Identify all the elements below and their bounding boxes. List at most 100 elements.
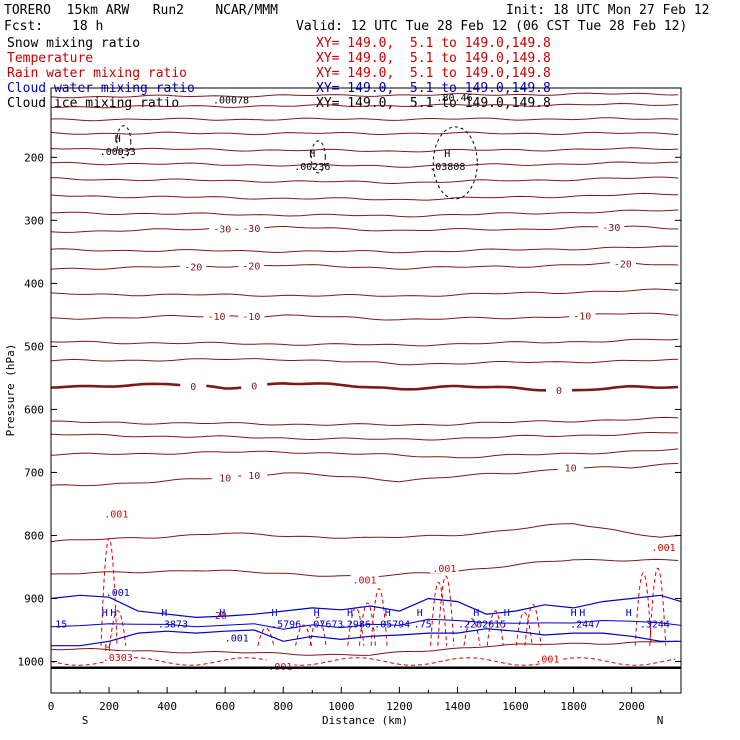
rain-contour [437, 575, 455, 646]
rain-contour [358, 602, 376, 646]
y-tick-label: 700 [24, 466, 44, 479]
cloud-water-label: .3244 [640, 620, 670, 631]
cloud-water-label: .07673 [307, 620, 343, 631]
y-tick-label: 900 [24, 592, 44, 605]
rain-label-bg [649, 540, 678, 552]
x-end-label-left: S [82, 714, 89, 727]
isotherm-label-bg [546, 383, 573, 396]
rain-label-bg [533, 652, 562, 664]
isotherm-label: 10 [219, 473, 231, 484]
y-tick-label: 1000 [18, 655, 45, 668]
isotherm-label-bg [609, 257, 636, 270]
ice-layer: H .00933 H .00236 H .03808 .00078 .80.46 [100, 93, 478, 200]
rain-label: .001 [432, 564, 456, 575]
x-tick-label: 200 [99, 700, 119, 713]
y-tick-label: 400 [24, 277, 44, 290]
isotherm-label-bg [180, 379, 207, 392]
isotherm-line [50, 147, 679, 153]
x-tick-label: 400 [157, 700, 177, 713]
y-tick-label: 600 [24, 403, 44, 416]
rain-contour [524, 604, 542, 646]
isotherm-label-bg [238, 309, 265, 322]
isotherm-label: -10 [242, 312, 260, 323]
rain-contour [309, 616, 327, 646]
cloud-water-label: .2202615 [458, 620, 506, 631]
cloud-water-max-marker: H [110, 608, 116, 619]
rain-contour [634, 572, 652, 646]
cloud-water-max-marker: H [579, 608, 585, 619]
legend-temp-name: Temperature [7, 51, 94, 66]
isotherm-label-bg [238, 259, 265, 272]
rain-contour [649, 568, 667, 646]
isotherm-label-bg [180, 260, 207, 273]
isotherm-label: 0 [556, 386, 562, 397]
cloud-water-max-marker: H [314, 608, 320, 619]
isotherm-line [50, 209, 679, 218]
isotherm-label: 0 [190, 382, 196, 393]
legend-temp-range: XY= 149.0, 5.1 to 149.0,149.8 [316, 51, 551, 66]
isotherm-line-labeled [50, 463, 679, 487]
header-model: TORERO 15km ARW Run2 NCAR/MMM [4, 3, 278, 18]
header-init: Init: 18 UTC Mon 27 Feb 12 [506, 3, 710, 18]
x-tick-label: 0 [48, 700, 55, 713]
y-axis-label: Pressure (hPa) [4, 344, 17, 437]
isotherm-line [50, 92, 679, 99]
rain-label-bg [350, 573, 379, 585]
cloud-water-max-marker: H [504, 608, 510, 619]
rain-contour [347, 607, 365, 646]
isotherm-line [50, 640, 679, 656]
isotherm-line-labeled [50, 225, 679, 233]
rain-label-bg [206, 608, 235, 620]
rain-label-bg [102, 507, 131, 519]
rain-label-bg [266, 659, 295, 671]
isotherm-label: -30 [602, 223, 620, 234]
rain-contour [295, 624, 313, 646]
header-fcst-label: Fcst: [4, 19, 44, 34]
isotherm-label: -30 [213, 225, 231, 236]
x-tick-label: 2000 [618, 700, 645, 713]
ice-max-label: .00933 [100, 147, 136, 158]
cloud-water-max-marker: H [473, 608, 479, 619]
legend-snow-name: Snow mixing ratio [7, 36, 141, 51]
isotherm-label: -10 [573, 311, 591, 322]
isotherm-label-bg [212, 471, 239, 484]
ice-contour [116, 125, 132, 159]
isotherm-line [50, 131, 679, 136]
rain-label-bg [103, 651, 132, 663]
cloud-water-label: .3873 [158, 620, 188, 631]
cloud-water-contour-top [50, 594, 682, 619]
isotherm-line [50, 288, 679, 297]
x-tick-label: 1400 [444, 700, 471, 713]
cloud-water-max-marker: H [347, 608, 353, 619]
rain-label: .001 [104, 509, 128, 520]
header-valid: Valid: 12 UTC Tue 28 Feb 12 (06 CST Tue … [296, 19, 688, 34]
isotherm-label: 10 [248, 471, 260, 482]
isotherm-label-bg [569, 309, 596, 322]
isotherm-label-bg [209, 222, 236, 235]
cloud-water-max-marker: H [385, 608, 391, 619]
legend-ice-range: XY= 149.0, 5.1 to 149.0,149.8 [316, 96, 551, 111]
x-tick-label: 1000 [328, 700, 355, 713]
cloud-water-label: .001 [106, 588, 130, 599]
x-tick-label: 1600 [502, 700, 529, 713]
cloud-water-label: .001 [225, 634, 249, 645]
isotherm-line [50, 358, 679, 366]
rain-max-marker: H [105, 643, 111, 654]
x-axis-label: Distance (km) [322, 714, 408, 727]
isotherm-line [50, 416, 679, 426]
cloud-water-label: .75 [414, 620, 432, 631]
ice-max-marker: H [115, 134, 121, 145]
isotherm-label: -10 [207, 312, 225, 323]
rain-contour [486, 610, 504, 646]
ice-contour [432, 126, 478, 200]
rain-contour [370, 588, 388, 646]
isotherm-line [50, 161, 679, 168]
y-tick-label: 200 [24, 151, 44, 164]
cloud-water-label: 15 [55, 620, 67, 631]
rain-label: .001 [535, 654, 559, 665]
isotherm-line-labeled [50, 381, 679, 392]
isotherm-line [50, 523, 679, 543]
cloud-water-max-marker: H [626, 608, 632, 619]
